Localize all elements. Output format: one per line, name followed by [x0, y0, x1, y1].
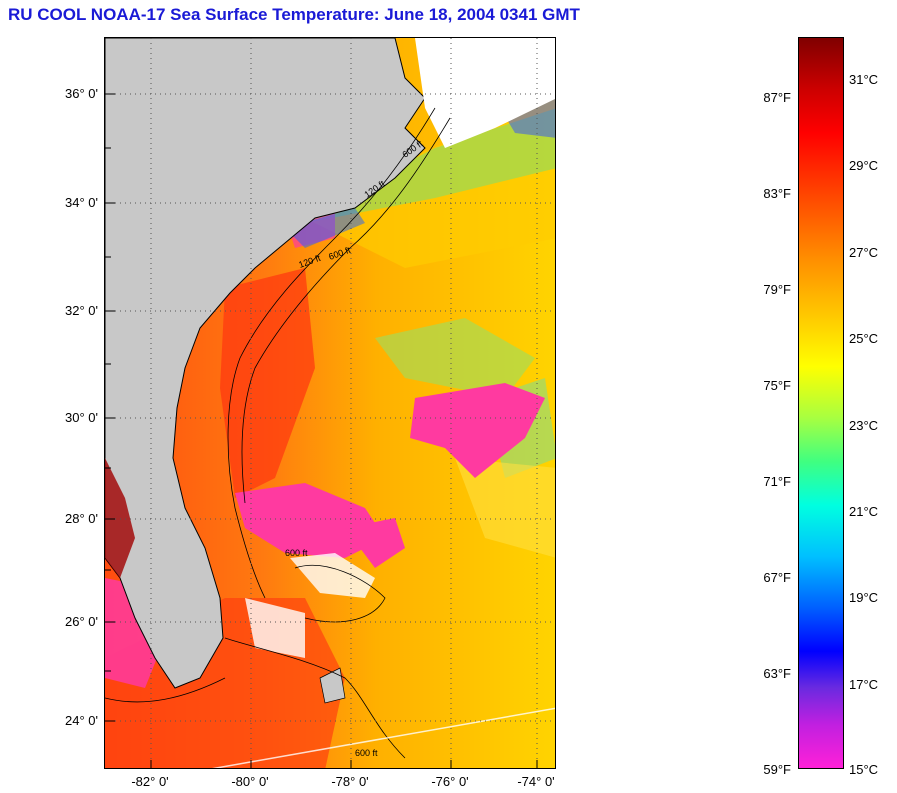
contour-label: 600 ft	[285, 548, 308, 558]
no-data-region	[415, 38, 555, 148]
colorbar-label-f: 59°F	[763, 762, 791, 777]
gulf-hot-region	[105, 458, 135, 578]
cloud-mask-patch	[410, 383, 545, 478]
colorbar-label-c: 19°C	[849, 590, 879, 605]
graticule	[105, 38, 555, 768]
warm-current-region	[220, 268, 315, 498]
mid-temp-region	[455, 458, 555, 558]
contour-600ft	[224, 637, 406, 759]
sst-map-graphic: 120 ft 600 ft 120 ft 600 ft 600 ft 600 f…	[105, 38, 555, 768]
lon-label-74: -74° 0'	[517, 774, 555, 789]
land-mass	[105, 38, 426, 689]
lon-label-78: -78° 0'	[331, 774, 369, 789]
lat-label-28: 28° 0'	[65, 511, 98, 526]
lat-label-32: 32° 0'	[65, 303, 98, 318]
cloud-mask-patch	[105, 578, 165, 688]
contour-120ft	[227, 107, 436, 599]
colorbar-label-f: 71°F	[763, 474, 791, 489]
island	[319, 667, 346, 704]
cloud-mask-patch	[345, 518, 405, 568]
colorbar-label-f: 83°F	[763, 186, 791, 201]
cool-patch	[375, 318, 535, 398]
lat-label-34: 34° 0'	[65, 195, 98, 210]
colorbar-label-f: 79°F	[763, 282, 791, 297]
lon-label-76: -76° 0'	[431, 774, 469, 789]
lat-label-36: 36° 0'	[65, 86, 98, 101]
colorbar-label-c: 27°C	[849, 245, 879, 260]
colorbar-label-f: 63°F	[763, 666, 791, 681]
contour-600ft	[294, 564, 386, 623]
lat-label-30: 30° 0'	[65, 410, 98, 425]
cloud-mask-patch	[235, 483, 385, 558]
colorbar-label-c: 23°C	[849, 418, 879, 433]
lat-label-26: 26° 0'	[65, 614, 98, 629]
colorbar-label-f: 87°F	[763, 90, 791, 105]
axis-ticks	[105, 93, 538, 768]
lon-label-82: -82° 0'	[131, 774, 169, 789]
colorbar-label-c: 15°C	[849, 762, 879, 777]
colorbar-label-c: 17°C	[849, 677, 879, 692]
contour-600ft	[241, 117, 451, 504]
colorbar-label-f: 67°F	[763, 570, 791, 585]
colorbar-label-c: 21°C	[849, 504, 879, 519]
colorbar-label-c: 31°C	[849, 72, 879, 87]
colorbar-label-f: 75°F	[763, 378, 791, 393]
colorbar-label-c: 25°C	[849, 331, 879, 346]
lat-label-24: 24° 0'	[65, 713, 98, 728]
cold-speck	[285, 208, 365, 248]
swath-edge-line	[212, 707, 555, 768]
cloud-white-patch	[245, 598, 305, 658]
contour-120ft	[105, 677, 226, 703]
sst-map[interactable]: 120 ft 600 ft 120 ft 600 ft 600 ft 600 f…	[104, 37, 556, 769]
temperature-colorbar	[798, 37, 844, 769]
colorbar-label-c: 29°C	[849, 158, 879, 173]
island-cluster	[290, 553, 375, 598]
contour-label: 600 ft	[355, 748, 378, 758]
map-title: RU COOL NOAA-17 Sea Surface Temperature:…	[8, 5, 580, 24]
lon-label-80: -80° 0'	[231, 774, 269, 789]
